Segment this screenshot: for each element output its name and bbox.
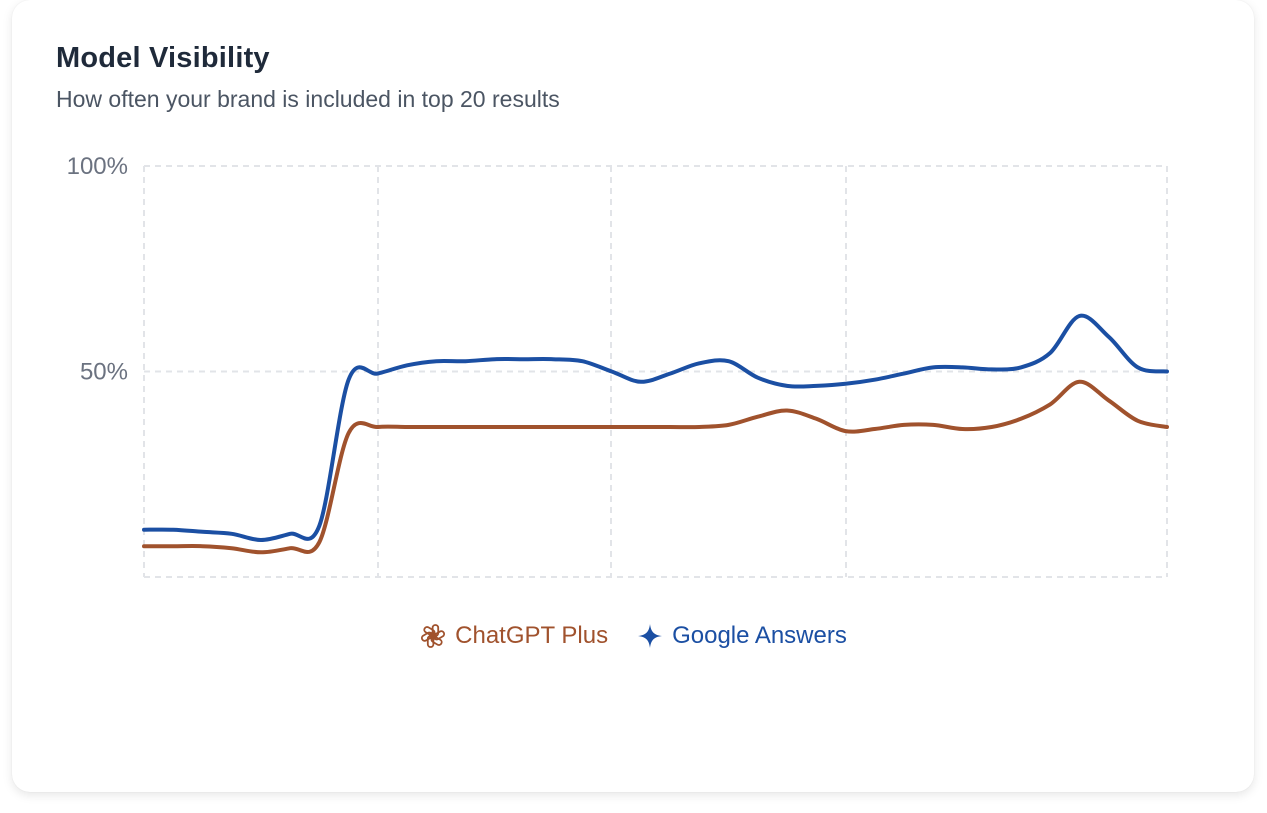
y-tick-label: 50% [80,359,128,386]
card-subtitle: How often your brand is included in top … [56,86,560,112]
y-axis-ticks: 100% 50% [67,153,128,386]
chart-legend: ChatGPT Plus Google Answers [12,622,1254,650]
legend-item-chatgpt[interactable]: ChatGPT Plus [419,622,608,650]
sparkle-icon [636,622,664,650]
legend-label-google: Google Answers [672,622,847,649]
openai-icon [419,622,447,650]
series-line-chatgpt-plus [142,379,1169,555]
legend-label-chatgpt: ChatGPT Plus [455,622,609,649]
legend-item-google[interactable]: Google Answers [636,622,847,650]
chart-grid [143,165,1168,578]
series-line-google-answers [142,313,1169,542]
card-title: Model Visibility [56,42,270,74]
chart-series [142,313,1169,555]
y-tick-label: 100% [67,153,128,180]
model-visibility-card: Model Visibility How often your brand is… [12,0,1254,792]
visibility-line-chart: 100% 50% [67,153,1169,578]
